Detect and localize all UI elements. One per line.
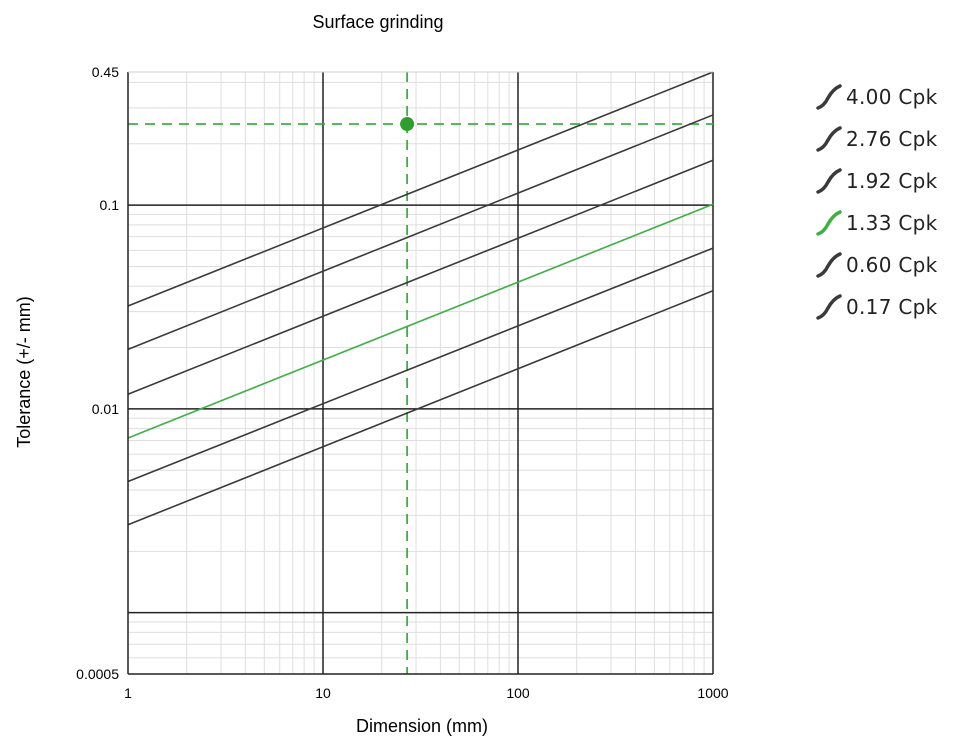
x-axis-label: Dimension (mm): [356, 716, 488, 736]
legend-swatch-icon: [816, 126, 842, 152]
x-tick-label: 1: [124, 685, 132, 701]
series-line: [127, 159, 714, 395]
legend-item[interactable]: 1.33 Cpk: [812, 202, 967, 244]
series-line: [127, 289, 714, 526]
legend: 4.00 Cpk 2.76 Cpk 1.92 Cpk 1.33 Cpk 0.60 Cpk…: [812, 76, 967, 328]
legend-item[interactable]: 0.60 Cpk: [812, 244, 967, 286]
reference-lines: [128, 72, 713, 674]
minor-grid: [128, 72, 713, 674]
legend-label: 1.33 Cpk: [846, 211, 938, 235]
y-tick-label: 0.0005: [76, 666, 119, 682]
legend-swatch-icon: [816, 252, 842, 278]
x-tick-label: 1000: [697, 685, 728, 701]
axes: [127, 71, 713, 675]
major-grid: [128, 72, 714, 674]
y-tick-label: 0.1: [100, 197, 120, 213]
legend-label: 0.17 Cpk: [846, 295, 938, 319]
series-line: [127, 247, 714, 483]
tick-labels: 1 10 100 1000 0.0005 0.01 0.1 0.45: [76, 64, 729, 701]
legend-label: 1.92 Cpk: [846, 169, 938, 193]
legend-swatch-icon: [816, 84, 842, 110]
legend-label: 0.60 Cpk: [846, 253, 938, 277]
series-line: [127, 203, 714, 439]
legend-item[interactable]: 1.92 Cpk: [812, 160, 967, 202]
series-line: [127, 71, 714, 307]
series-line: [127, 114, 714, 351]
x-tick-label: 10: [315, 685, 331, 701]
legend-swatch-icon: [816, 168, 842, 194]
x-tick-label: 100: [506, 685, 530, 701]
legend-label: 2.76 Cpk: [846, 127, 938, 151]
chart-title: Surface grinding: [312, 12, 443, 32]
y-axis-label: Tolerance (+/- mm): [14, 296, 34, 448]
legend-item[interactable]: 0.17 Cpk: [812, 286, 967, 328]
legend-item[interactable]: 4.00 Cpk: [812, 76, 967, 118]
legend-label: 4.00 Cpk: [846, 85, 938, 109]
y-tick-label: 0.45: [92, 64, 119, 80]
legend-swatch-icon: [816, 294, 842, 320]
legend-item[interactable]: 2.76 Cpk: [812, 118, 967, 160]
highlight-point[interactable]: [400, 117, 415, 132]
legend-swatch-icon: [816, 210, 842, 236]
series-lines: [127, 71, 714, 526]
y-tick-label: 0.01: [92, 401, 119, 417]
